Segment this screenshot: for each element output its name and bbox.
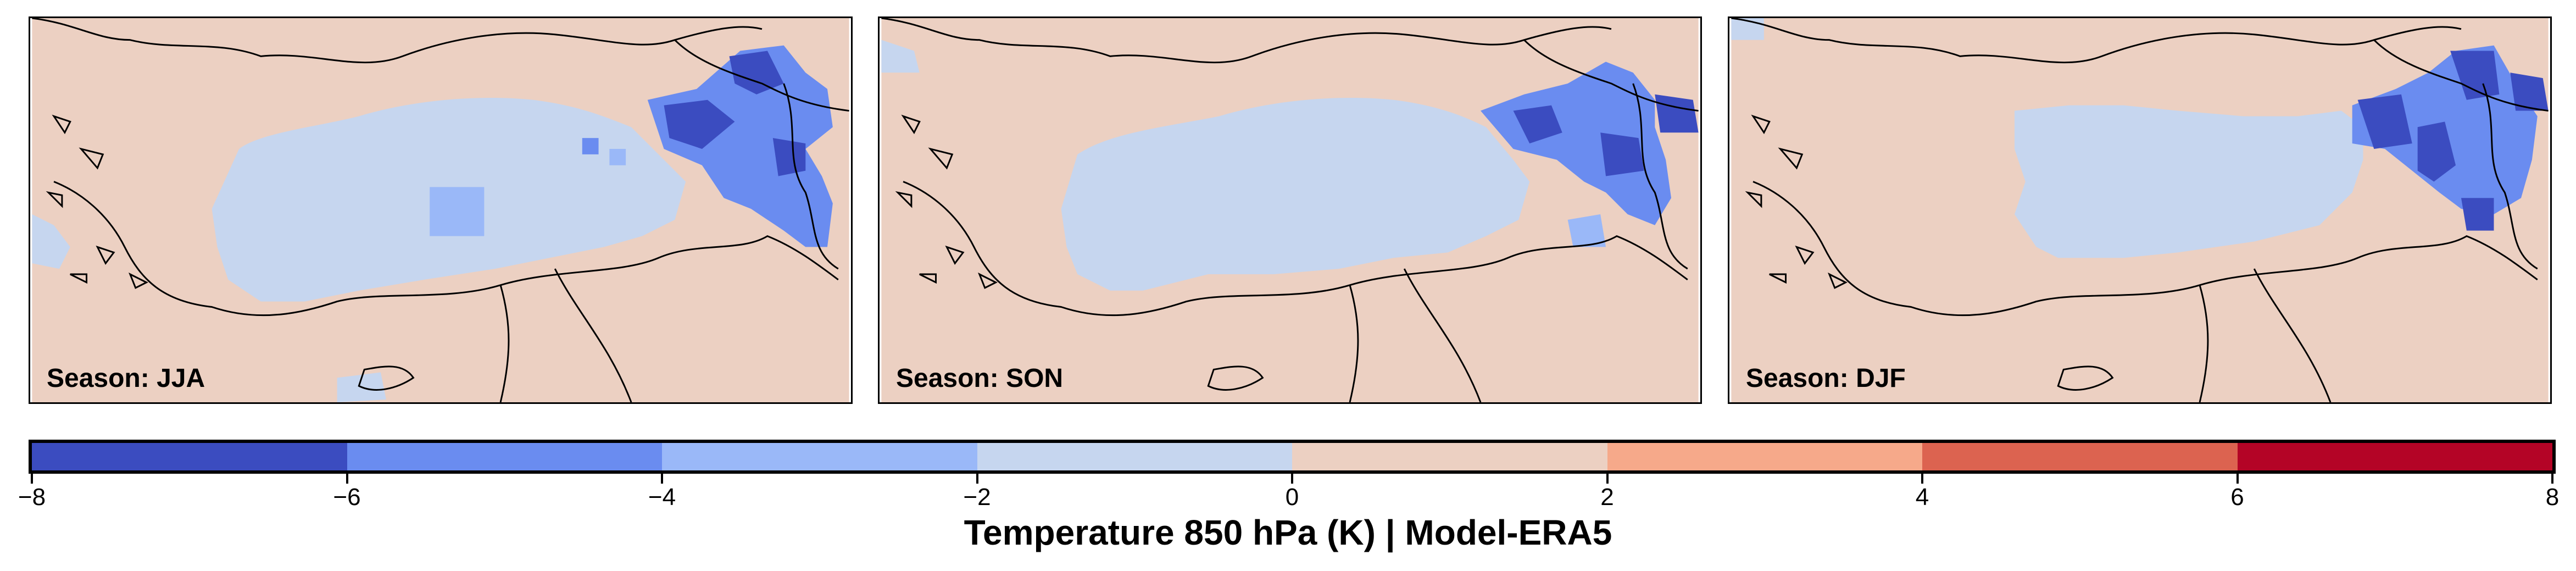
colorbar-tick: [2551, 474, 2553, 484]
colorbar-tick-label: −8: [18, 484, 46, 511]
colorbar-tick-label: 2: [1600, 484, 1614, 511]
colorbar-segment: [662, 443, 977, 470]
map-panel-djf: Season: DJF: [1728, 16, 2552, 404]
colorbar-segment: [32, 443, 347, 470]
colorbar-tick-label: 8: [2545, 484, 2560, 511]
colorbar-tick-label: −2: [963, 484, 991, 511]
colorbar-segment: [347, 443, 662, 470]
colorbar-tick-label: 0: [1285, 484, 1299, 511]
colorbar-tick-label: −6: [333, 484, 361, 511]
colorbar-segment: [1922, 443, 2238, 470]
season-label-djf: Season: DJF: [1746, 364, 1906, 393]
season-label-son: Season: SON: [896, 364, 1064, 393]
colorbar-tick-label: −4: [648, 484, 676, 511]
colorbar-tick: [1291, 474, 1293, 484]
colorbar-segment: [977, 443, 1292, 470]
map-djf: [1731, 18, 2549, 402]
colorbar-tick: [31, 474, 33, 484]
season-label-jja: Season: JJA: [47, 364, 205, 393]
colorbar-segment: [1292, 443, 1607, 470]
colorbar-tick-label: 4: [1915, 484, 1929, 511]
colorbar-tick: [1606, 474, 1609, 484]
colorbar-tick-label: 6: [2230, 484, 2244, 511]
colorbar-tick: [661, 474, 663, 484]
colorbar-tick: [346, 474, 348, 484]
colorbar-segment: [1607, 443, 1922, 470]
map-panel-son: Season: SON: [878, 16, 1702, 404]
colorbar: [29, 440, 2556, 474]
colorbar-tick: [2236, 474, 2239, 484]
colorbar-title: Temperature 850 hPa (K) | Model-ERA5: [964, 513, 1612, 552]
colorbar-tick: [1921, 474, 1923, 484]
map-son: [881, 18, 1699, 402]
colorbar-tick: [976, 474, 978, 484]
map-jja: [32, 18, 849, 402]
colorbar-segment: [2237, 443, 2552, 470]
map-panel-jja: Season: JJA: [29, 16, 853, 404]
